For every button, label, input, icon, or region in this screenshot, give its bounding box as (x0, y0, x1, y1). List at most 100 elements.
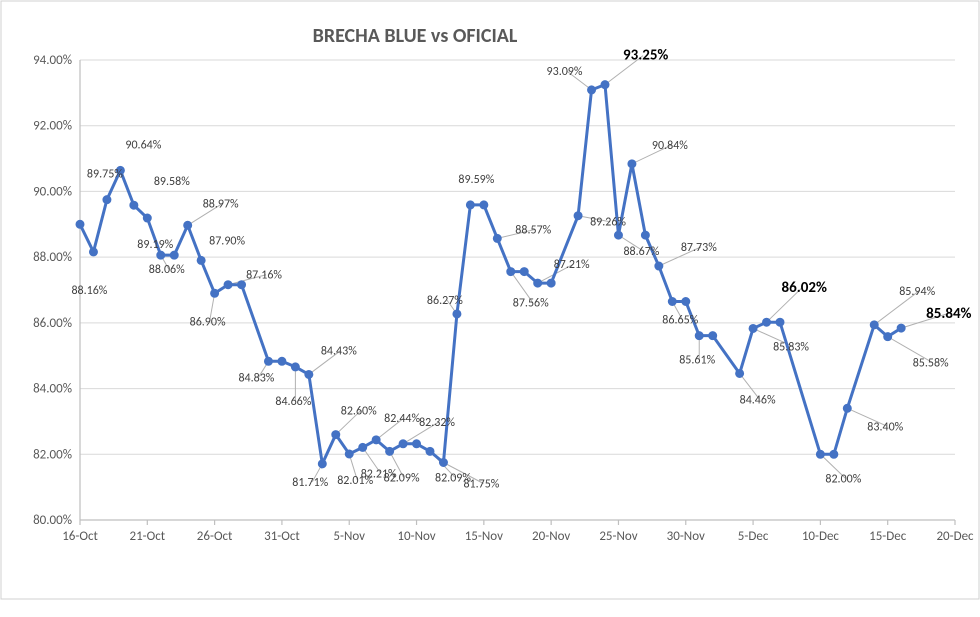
data-point (830, 450, 838, 458)
data-point (776, 318, 784, 326)
y-tick-label: 92.00% (33, 119, 72, 134)
y-tick-label: 84.00% (33, 382, 72, 397)
data-point (143, 214, 151, 222)
data-point (453, 310, 461, 318)
data-label: 85.58% (913, 357, 949, 371)
data-label: 85.94% (899, 285, 935, 299)
y-tick-label: 90.00% (33, 184, 72, 199)
data-label: 81.71% (292, 476, 328, 490)
data-point (534, 279, 542, 287)
data-label: 85.61% (679, 354, 715, 368)
data-label: 90.64% (125, 138, 161, 152)
data-point (574, 212, 582, 220)
data-label: 82.00% (825, 472, 861, 486)
data-point (305, 370, 313, 378)
data-point (278, 357, 286, 365)
data-point (170, 251, 178, 259)
data-label: 87.16% (246, 269, 282, 283)
x-tick-label: 10-Dec (802, 529, 840, 544)
y-tick-label: 80.00% (33, 513, 72, 528)
data-point (695, 332, 703, 340)
data-point (76, 220, 84, 228)
data-point (897, 324, 905, 332)
data-point (332, 431, 340, 439)
data-label: 88.16% (71, 284, 107, 298)
data-point (359, 443, 367, 451)
data-point (736, 369, 744, 377)
data-label: 82.32% (419, 416, 455, 430)
data-label: 89.26% (590, 216, 626, 230)
data-label: 88.97% (203, 197, 239, 211)
data-point (816, 450, 824, 458)
data-point (507, 268, 515, 276)
data-point (238, 281, 246, 289)
data-label: 89.75% (87, 168, 123, 182)
data-point (641, 231, 649, 239)
x-tick-label: 31-Oct (264, 529, 300, 544)
data-label: 93.09% (547, 65, 583, 79)
data-label: 82.09% (384, 471, 420, 485)
data-point (413, 440, 421, 448)
data-label: 88.57% (515, 223, 551, 237)
data-point (386, 447, 394, 455)
data-point (682, 298, 690, 306)
data-label: 88.67% (623, 245, 659, 259)
data-label: 89.59% (458, 173, 494, 187)
data-point (291, 363, 299, 371)
data-point (197, 256, 205, 264)
data-label: 83.40% (867, 420, 903, 434)
data-label: 87.90% (209, 234, 245, 248)
x-tick-label: 30-Nov (667, 529, 705, 544)
y-tick-label: 86.00% (33, 316, 72, 331)
x-tick-label: 16-Oct (62, 529, 98, 544)
data-label: 87.21% (554, 258, 590, 272)
data-point (763, 318, 771, 326)
data-label: 87.73% (681, 241, 717, 255)
data-point (103, 196, 111, 204)
data-point (318, 460, 326, 468)
data-point (493, 234, 501, 242)
line-chart: BRECHA BLUE vs OFICIAL 80.00% 82.00% 84.00… (0, 0, 980, 617)
x-tick-label: 10-Nov (397, 529, 435, 544)
chart-title: BRECHA BLUE vs OFICIAL (313, 24, 518, 48)
data-label: 88.06% (149, 263, 185, 277)
data-point (426, 447, 434, 455)
data-point (130, 201, 138, 209)
data-point (614, 231, 622, 239)
data-point (466, 201, 474, 209)
x-tick-label: 15-Dec (869, 529, 907, 544)
data-point (372, 436, 380, 444)
data-point (480, 201, 488, 209)
y-tick-label: 88.00% (33, 250, 72, 265)
data-label: 86.27% (427, 294, 463, 308)
x-tick-label: 21-Oct (129, 529, 165, 544)
data-point (870, 321, 878, 329)
data-point (224, 281, 232, 289)
data-point (843, 404, 851, 412)
x-tick-label: 5-Dec (738, 529, 769, 544)
data-label: 87.56% (513, 297, 549, 311)
chart-border (1, 1, 979, 599)
data-point (439, 459, 447, 467)
data-point (399, 440, 407, 448)
x-tick-label: 15-Nov (465, 529, 503, 544)
data-label: 93.25% (623, 47, 668, 65)
data-point (628, 160, 636, 168)
data-label: 84.46% (740, 393, 776, 407)
data-label: 86.65% (662, 314, 698, 328)
data-point (547, 279, 555, 287)
data-point (157, 251, 165, 259)
data-label: 84.43% (321, 344, 357, 358)
data-point (89, 248, 97, 256)
data-point (211, 289, 219, 297)
data-point (601, 81, 609, 89)
data-point (709, 332, 717, 340)
x-tick-label: 20-Dec (936, 529, 974, 544)
data-label: 86.02% (782, 279, 827, 297)
data-label: 84.83% (238, 371, 274, 385)
data-label: 89.58% (154, 175, 190, 189)
data-label: 89.19% (137, 238, 173, 252)
data-label: 90.84% (652, 139, 688, 153)
data-point (264, 357, 272, 365)
x-tick-label: 25-Nov (599, 529, 637, 544)
